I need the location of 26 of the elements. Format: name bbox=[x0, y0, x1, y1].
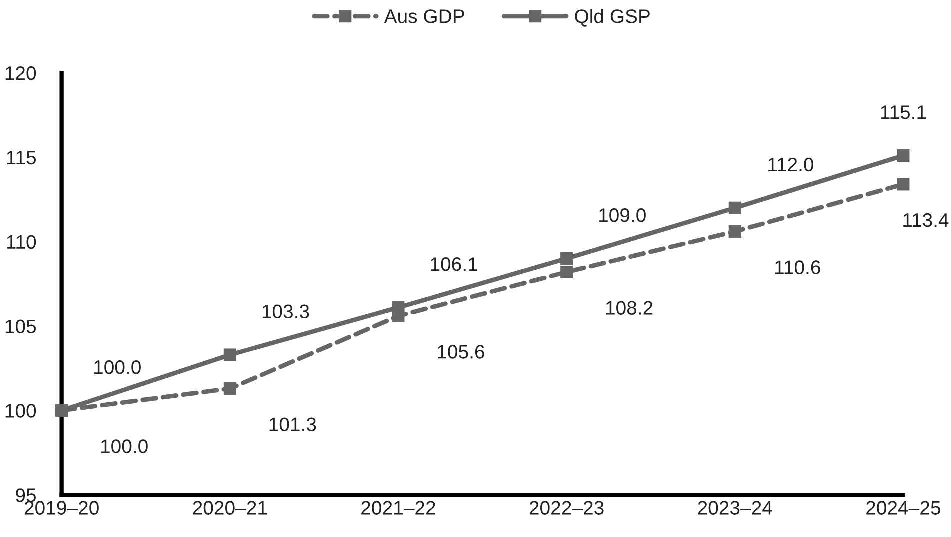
x-tick-label: 2023–24 bbox=[698, 501, 772, 515]
x-tick-label: 2021–22 bbox=[362, 501, 436, 515]
y-tick-label: 115 bbox=[7, 151, 36, 165]
data-label: 109.0 bbox=[600, 208, 646, 222]
data-label: 100.0 bbox=[101, 440, 148, 454]
data-label: 105.6 bbox=[438, 345, 484, 359]
y-tick-label: 110 bbox=[7, 235, 36, 250]
data-label: 110.6 bbox=[775, 260, 820, 274]
data-label: 112.0 bbox=[768, 158, 814, 172]
x-tick-label: 2024–25 bbox=[866, 501, 940, 515]
data-label: 103.3 bbox=[262, 304, 310, 319]
y-tick-label: 95 bbox=[16, 488, 36, 502]
data-label: 100.0 bbox=[94, 360, 141, 374]
y-tick-label: 100 bbox=[6, 404, 36, 418]
y-tick-label: 105 bbox=[6, 320, 36, 334]
x-tick-label: 2020–21 bbox=[193, 501, 268, 515]
x-tick-label: 2022–23 bbox=[530, 501, 604, 515]
data-label: 101.3 bbox=[270, 418, 316, 432]
data-label: 108.2 bbox=[606, 301, 653, 315]
legend-label: Qld GSP bbox=[575, 9, 650, 27]
y-tick-label: 120 bbox=[6, 66, 36, 80]
data-label: 106.1 bbox=[431, 257, 478, 272]
legend-label: Aus GDP bbox=[384, 10, 464, 24]
data-label: 115.1 bbox=[881, 106, 926, 120]
x-tick-label: 2019–20 bbox=[24, 501, 99, 515]
data-label: 113.4 bbox=[904, 213, 949, 228]
